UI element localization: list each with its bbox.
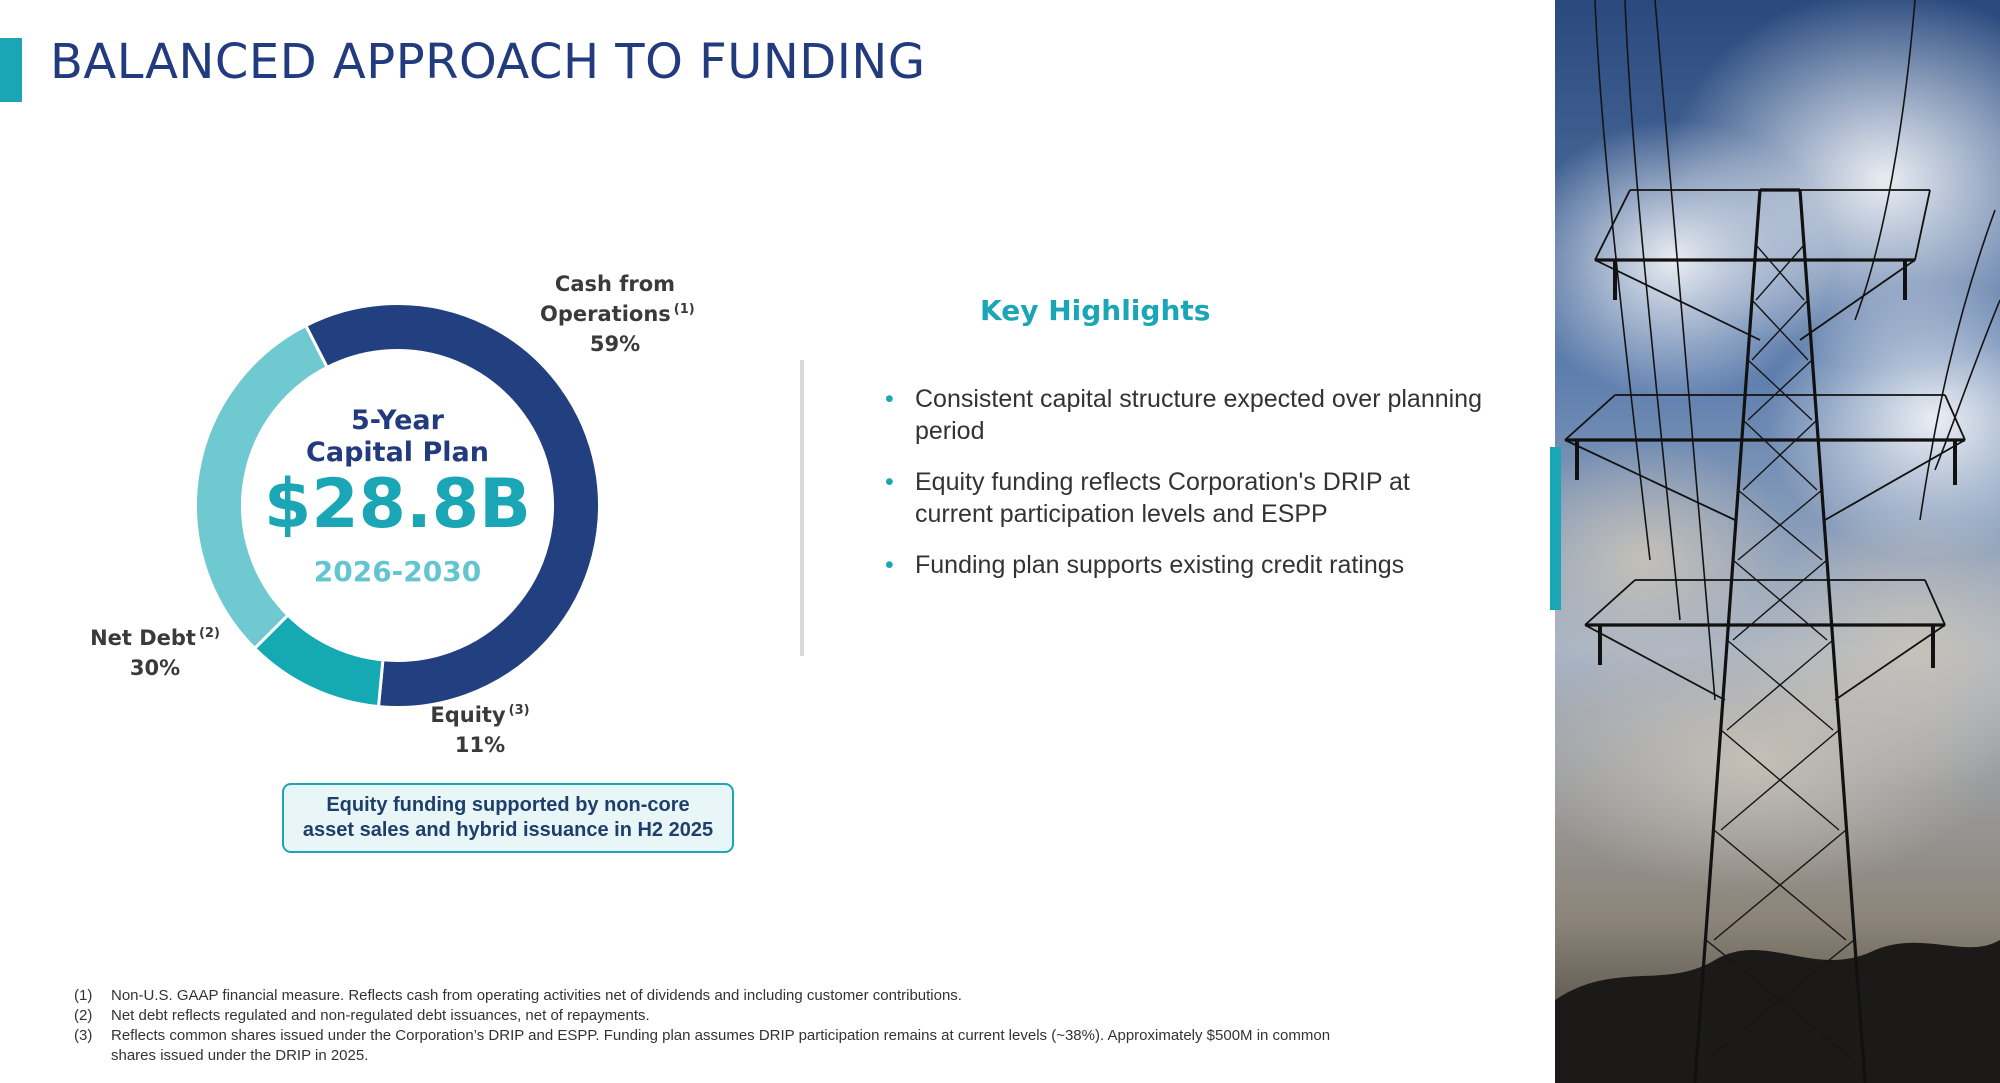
bullet-dot-icon: • [885, 468, 894, 496]
footnote-text: Reflects common shares issued under the … [111, 1027, 1331, 1064]
label-cfo-line2-wrap: Operations (1) [540, 299, 695, 329]
footnote: (1) Non-U.S. GAAP financial measure. Refl… [74, 986, 1374, 1006]
label-net-debt: Net Debt (2) 30% [80, 623, 230, 683]
footnote-number: (3) [74, 1027, 93, 1044]
footnote-text: Net debt reflects regulated and non-regu… [111, 1007, 650, 1024]
label-cfo-line1: Cash from [554, 272, 676, 296]
page-title: BALANCED APPROACH TO FUNDING [50, 34, 926, 90]
highlight-item: • Consistent capital structure expected o… [885, 383, 1485, 447]
center-line1: 5-Year [351, 405, 444, 436]
vertical-divider [800, 360, 804, 656]
highlight-item: • Equity funding reflects Corporation's D… [885, 466, 1485, 530]
footnote-text: Non-U.S. GAAP financial measure. Reflect… [111, 987, 962, 1004]
key-highlights-list: • Consistent capital structure expected o… [885, 383, 1485, 600]
donut-chart: 5-Year Capital Plan $28.8B 2026-2030 [195, 303, 600, 708]
donut-slice-net-debt [195, 323, 330, 651]
label-eq-value: 11% [454, 733, 506, 757]
footnote: (2) Net debt reflects regulated and non-r… [74, 1006, 1374, 1026]
label-debt-line-wrap: Net Debt (2) [80, 623, 230, 653]
center-total: $28.8B [264, 465, 531, 544]
label-debt-name: Net Debt [90, 626, 196, 650]
bullet-dot-icon: • [885, 385, 894, 413]
center-line2: Capital Plan [306, 437, 489, 468]
bullet-dot-icon: • [885, 551, 894, 579]
label-cfo-value: 59% [589, 332, 641, 356]
footnotes: (1) Non-U.S. GAAP financial measure. Refl… [74, 986, 1374, 1066]
donut-slice-cash-from-operations [303, 303, 600, 708]
highlight-text: Funding plan supports existing credit ra… [915, 551, 1405, 579]
donut-svg [195, 303, 600, 708]
label-debt-note: (2) [198, 626, 220, 641]
center-years: 2026-2030 [313, 555, 482, 588]
footnote-number: (2) [74, 1007, 93, 1024]
key-highlights-title: Key Highlights [980, 294, 1211, 327]
label-cfo-note: (1) [673, 302, 695, 317]
label-eq-name: Equity [430, 703, 506, 727]
photo-accent-bar [1550, 447, 1561, 610]
highlight-text: Consistent capital structure expected ov… [915, 385, 1482, 445]
label-equity: Equity (3) 11% [420, 700, 540, 760]
equity-note-text: Equity funding supported by non-core ass… [302, 794, 714, 841]
power-tower-photo [1555, 0, 2000, 1083]
label-cfo-line2: Operations [540, 302, 671, 326]
power-tower-illustration [1555, 0, 2000, 1083]
title-accent-bar [0, 38, 22, 102]
footnote-number: (1) [74, 987, 93, 1004]
highlight-text: Equity funding reflects Corporation's DR… [915, 468, 1410, 528]
highlight-item: • Funding plan supports existing credit r… [885, 549, 1485, 581]
label-eq-line-wrap: Equity (3) [420, 700, 540, 730]
equity-note-box: Equity funding supported by non-core ass… [282, 783, 734, 853]
label-debt-value: 30% [129, 656, 181, 680]
donut-center: 5-Year Capital Plan $28.8B 2026-2030 [195, 303, 600, 708]
footnote: (3) Reflects common shares issued under t… [74, 1026, 1374, 1066]
label-eq-note: (3) [508, 703, 530, 718]
label-cash-from-operations: Cash from Operations (1) 59% [540, 269, 695, 359]
